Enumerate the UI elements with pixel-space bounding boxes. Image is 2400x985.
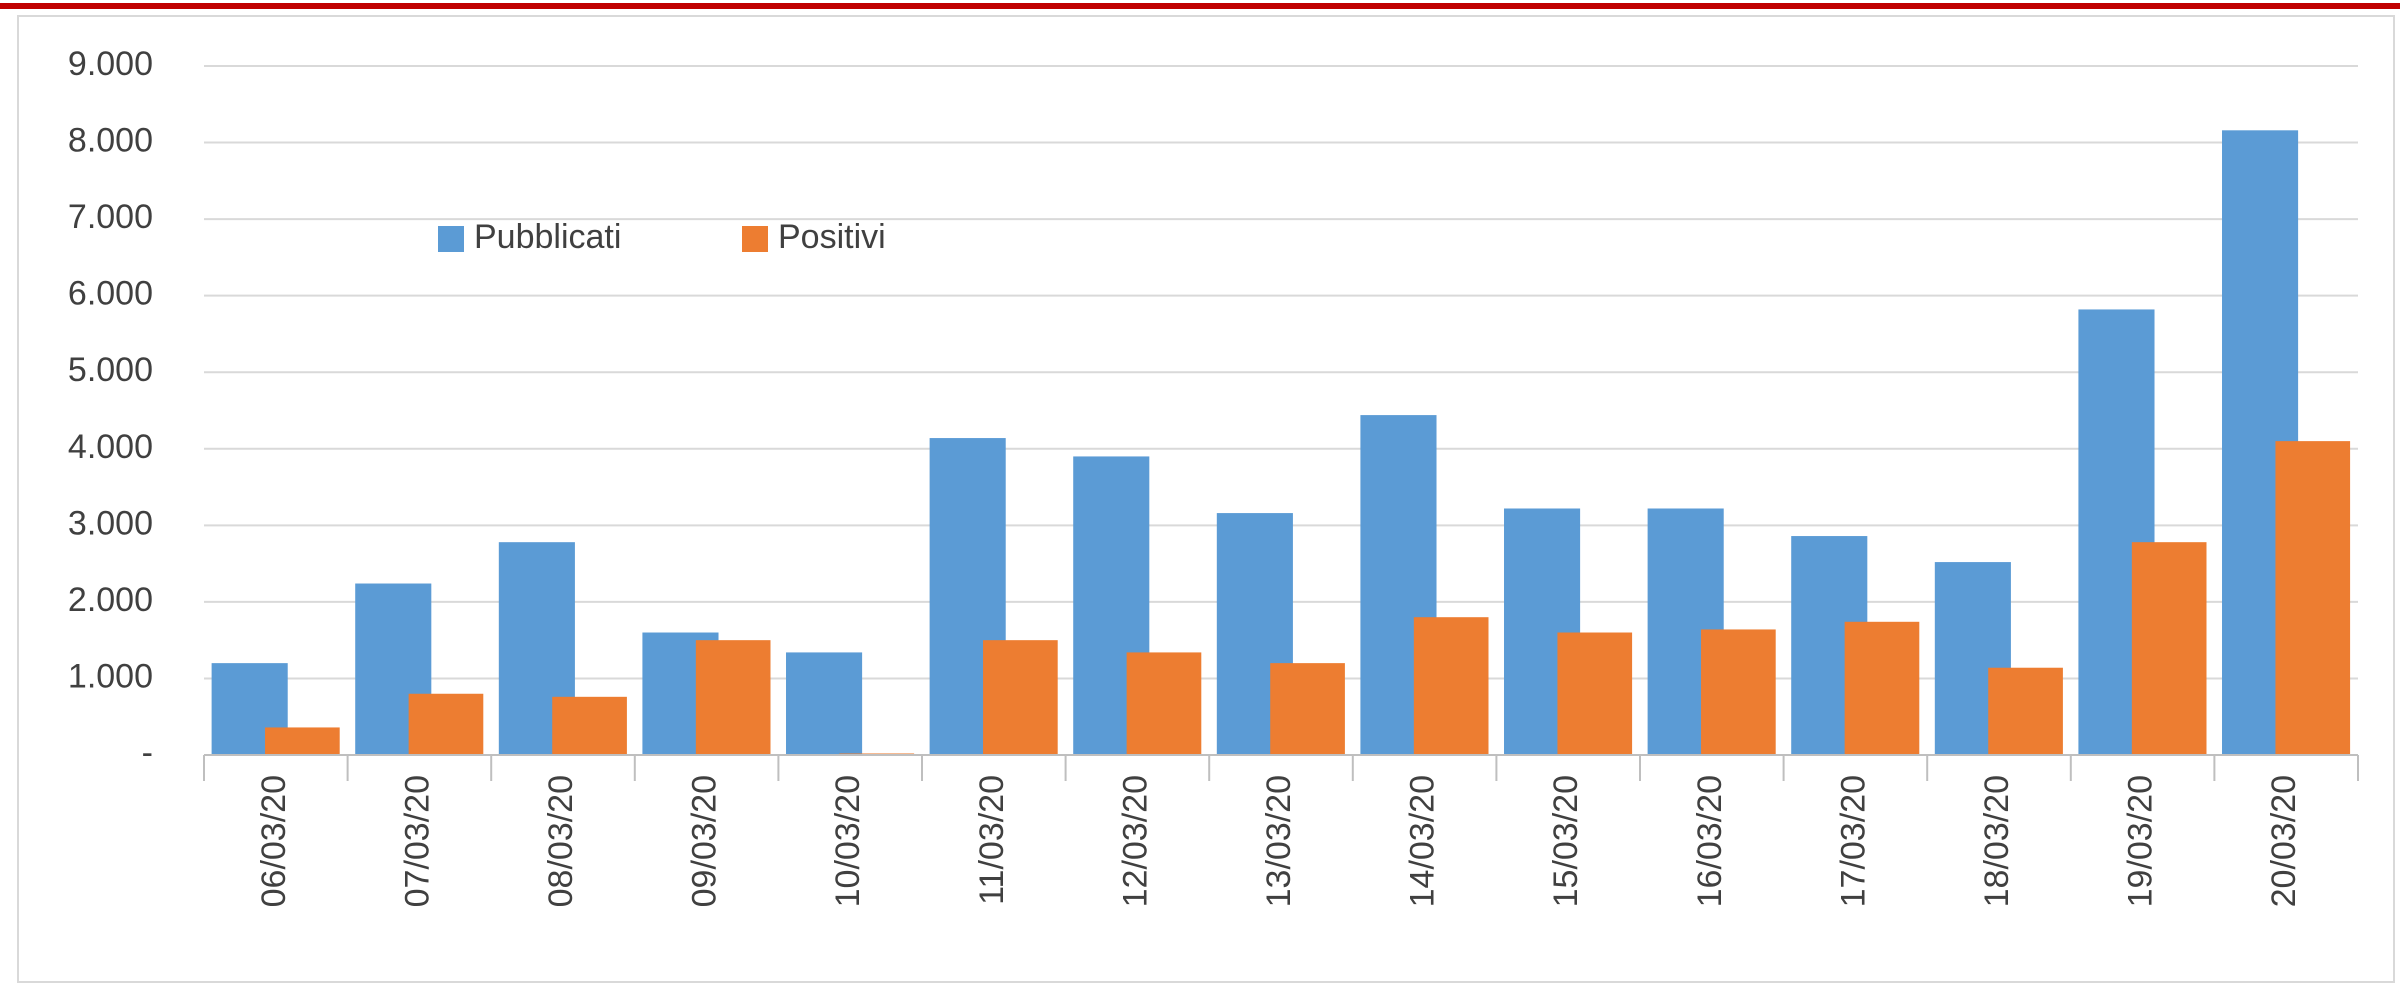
y-tick-label: 6.000 [68,275,153,313]
y-tick-label: 8.000 [68,122,153,160]
legend-swatch [742,226,768,252]
x-tick-label: 11/03/20 [973,775,1011,905]
y-tick-label: 4.000 [68,428,153,466]
bar [1413,617,1489,755]
y-tick-label: 7.000 [68,198,153,236]
x-tick-label: 06/03/20 [255,775,293,907]
y-tick-label: 5.000 [68,351,153,389]
x-tick-label: 07/03/20 [398,775,436,907]
legend-label: Pubblicati [474,218,621,256]
y-tick-label: 3.000 [68,504,153,542]
bar [2131,542,2207,755]
y-tick-label: 1.000 [68,657,153,695]
y-tick-label: 2.000 [68,581,153,619]
x-tick-label: 15/03/20 [1547,775,1585,907]
x-tick-label: 13/03/20 [1260,775,1298,907]
bar [265,727,340,755]
bar [1126,652,1202,755]
bar [1557,632,1633,755]
x-tick-label: 17/03/20 [1834,775,1872,907]
bar [1844,621,1920,755]
x-tick-label: 09/03/20 [686,775,724,907]
y-tick-label: 9.000 [68,45,153,83]
bar [552,696,627,755]
x-tick-label: 14/03/20 [1404,775,1442,907]
x-tick-label: 19/03/20 [2122,775,2160,907]
x-tick-label: 16/03/20 [1691,775,1729,907]
bar [1988,667,2063,755]
x-tick-label: 18/03/20 [1978,775,2016,907]
header-rule [0,3,2400,9]
bar [2275,441,2351,755]
y-tick-label: - [142,734,153,772]
x-tick-label: 20/03/20 [2265,775,2303,907]
bar [695,640,771,755]
chart-frame [17,15,2395,983]
bar [1701,629,1776,755]
bar [786,652,863,755]
bar [983,640,1058,755]
x-tick-label: 08/03/20 [542,775,580,907]
x-tick-label: 12/03/20 [1116,775,1154,907]
x-tick-label: 10/03/20 [829,775,867,907]
legend-label: Positivi [778,218,886,256]
bar [408,693,484,755]
bar [1270,663,1345,755]
legend-swatch [438,226,464,252]
